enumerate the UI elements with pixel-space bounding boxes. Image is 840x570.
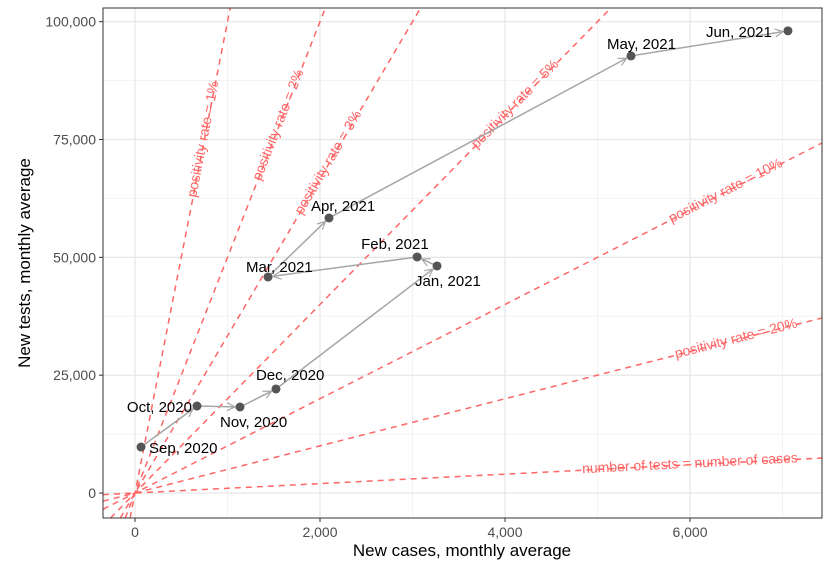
reference-line [129, 8, 231, 518]
data-points [136, 26, 793, 452]
point-label: Jun, 2021 [706, 24, 772, 41]
x-tick-label: 4,000 [487, 524, 522, 540]
data-point [783, 26, 793, 36]
reference-line [103, 317, 822, 502]
plot-panel [103, 8, 822, 518]
data-point [324, 213, 334, 223]
point-label: Jan, 2021 [415, 273, 481, 290]
data-point [271, 384, 281, 394]
trajectory-arrow [273, 256, 418, 276]
trajectory-arrow [275, 269, 433, 390]
trajectory-arrow [196, 406, 235, 407]
data-point [626, 51, 636, 61]
trajectory-path [140, 32, 783, 448]
reference-line [124, 8, 327, 518]
trajectory-arrow [630, 32, 783, 57]
point-label: Dec, 2020 [256, 367, 324, 384]
panel-border [102, 7, 823, 519]
x-tick-label: 0 [131, 524, 139, 540]
data-point [235, 402, 245, 412]
axes: 0 2,000 4,000 6,000 0 25,000 50,000 75,000 100,0… [45, 14, 707, 540]
reference-line [109, 8, 612, 518]
x-tick-label: 2,000 [302, 524, 337, 540]
y-tick-label: 50,000 [53, 249, 96, 265]
y-axis-title: New tests, monthly average [15, 158, 34, 368]
data-point [263, 272, 273, 282]
point-label: Feb, 2021 [361, 236, 429, 253]
trajectory-arrow [328, 57, 627, 219]
trajectory-arrow [267, 221, 325, 278]
reference-line [103, 142, 822, 510]
data-point [412, 252, 422, 262]
x-axis-title: New cases, monthly average [353, 541, 571, 560]
y-tick-label: 25,000 [53, 367, 96, 383]
reference-line [103, 457, 822, 496]
point-label: Nov, 2020 [220, 414, 287, 431]
trajectory-arrow [140, 409, 193, 448]
y-tick-label: 0 [88, 485, 96, 501]
data-point [432, 261, 442, 271]
grid [103, 8, 822, 518]
point-label: Oct, 2020 [127, 399, 192, 416]
point-label: May, 2021 [607, 36, 676, 53]
y-tick-label: 75,000 [53, 132, 96, 148]
data-point [192, 401, 202, 411]
reference-lines [103, 8, 822, 518]
y-tick-label: 100,000 [45, 14, 96, 30]
point-label: Mar, 2021 [246, 259, 313, 276]
trajectory-arrow [239, 390, 272, 408]
point-labels: Sep, 2020 Oct, 2020 Nov, 2020 Dec, 2020 Jan,… [127, 24, 772, 457]
point-label: Apr, 2021 [311, 198, 375, 215]
point-label: Sep, 2020 [149, 440, 217, 457]
data-point [136, 442, 146, 452]
x-tick-label: 6,000 [672, 524, 707, 540]
